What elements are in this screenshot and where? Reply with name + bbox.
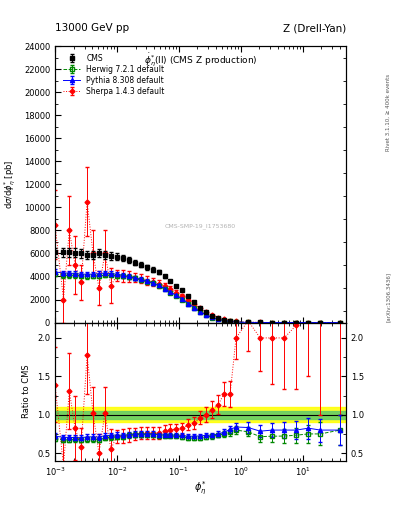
Legend: CMS, Herwig 7.2.1 default, Pythia 8.308 default, Sherpa 1.4.3 default: CMS, Herwig 7.2.1 default, Pythia 8.308 … xyxy=(62,53,166,97)
Text: Rivet 3.1.10, ≥ 400k events: Rivet 3.1.10, ≥ 400k events xyxy=(386,74,391,151)
Bar xyxy=(55,407,346,422)
Text: 13000 GeV pp: 13000 GeV pp xyxy=(55,23,129,33)
Bar xyxy=(55,411,346,419)
Text: Z (Drell-Yan): Z (Drell-Yan) xyxy=(283,23,346,33)
Text: [arXiv:1306.3436]: [arXiv:1306.3436] xyxy=(386,272,391,322)
Text: $\dot{\phi}^{*}_{\eta}$(ll) (CMS Z production): $\dot{\phi}^{*}_{\eta}$(ll) (CMS Z produ… xyxy=(144,52,257,69)
Text: CMS-SMP-19_I1753680: CMS-SMP-19_I1753680 xyxy=(165,223,236,229)
Y-axis label: d$\sigma$/d$\phi^{*}_{\eta}$ [pb]: d$\sigma$/d$\phi^{*}_{\eta}$ [pb] xyxy=(3,160,18,209)
Y-axis label: Ratio to CMS: Ratio to CMS xyxy=(22,365,31,418)
X-axis label: $\phi^{*}_{\eta}$: $\phi^{*}_{\eta}$ xyxy=(194,479,207,497)
